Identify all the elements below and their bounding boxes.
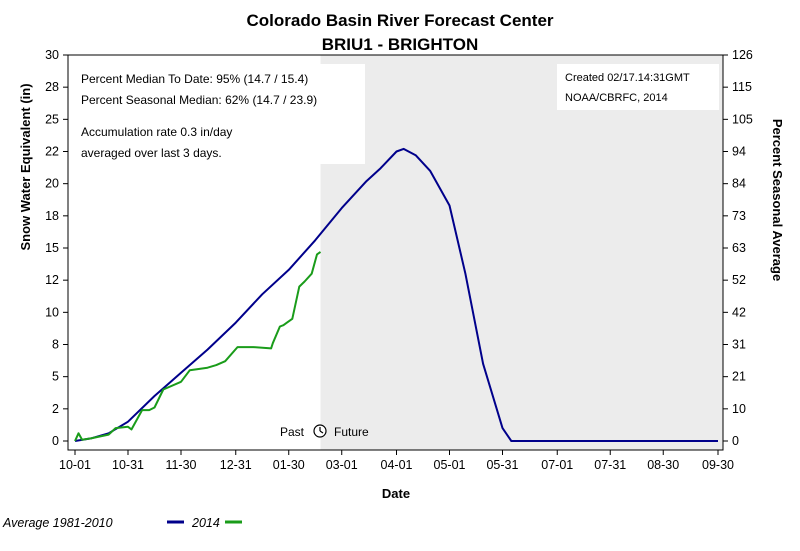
y-tick-label: 5 xyxy=(52,370,59,384)
past-label: Past xyxy=(280,425,305,439)
y-tick-label: 30 xyxy=(45,48,59,62)
median-to-date-text: Percent Median To Date: 95% (14.7 / 15.4… xyxy=(81,72,308,86)
y-tick-label: 18 xyxy=(45,209,59,223)
chart-title: Colorado Basin River Forecast Center xyxy=(246,11,553,30)
series-line-average xyxy=(74,147,718,442)
seasonal-median-text: Percent Seasonal Median: 62% (14.7 / 23.… xyxy=(81,93,317,107)
y-tick-label: 8 xyxy=(52,338,59,352)
y-right-tick-label: 42 xyxy=(732,305,746,319)
legend-label-average: Average 1981-2010 xyxy=(2,516,113,530)
created-timestamp: Created 02/17.14:31GMT xyxy=(565,72,690,84)
x-tick-label: 10-01 xyxy=(59,458,91,472)
x-tick-label: 07-01 xyxy=(541,458,573,472)
y-tick-label: 20 xyxy=(45,177,59,191)
info-box-left xyxy=(73,64,365,164)
y-tick-label: 12 xyxy=(45,273,59,287)
y-right-tick-label: 10 xyxy=(732,402,746,416)
y-right-tick-label: 115 xyxy=(732,80,752,94)
accumulation-period-text: averaged over last 3 days. xyxy=(81,146,222,160)
x-tick-label: 05-31 xyxy=(486,458,518,472)
y-right-tick-label: 94 xyxy=(732,145,746,159)
x-tick-label: 07-31 xyxy=(594,458,626,472)
info-box-right xyxy=(557,64,719,110)
x-tick-label: 03-01 xyxy=(326,458,358,472)
source-credit: NOAA/CBRFC, 2014 xyxy=(565,92,668,104)
y-right-tick-label: 73 xyxy=(732,209,746,223)
x-tick-label: 01-30 xyxy=(273,458,305,472)
y-axis-right-title: Percent Seasonal Average xyxy=(770,119,785,281)
y-tick-label: 2 xyxy=(52,402,59,416)
x-tick-label: 09-30 xyxy=(702,458,734,472)
y-tick-label: 28 xyxy=(45,80,59,94)
y-right-tick-label: 84 xyxy=(732,177,746,191)
y-tick-label: 22 xyxy=(45,145,59,159)
accumulation-rate-text: Accumulation rate 0.3 in/day xyxy=(81,125,232,139)
y-right-tick-label: 63 xyxy=(732,241,746,255)
y-axis-title: Snow Water Equivalent (in) xyxy=(18,83,33,250)
x-tick-label: 11-30 xyxy=(165,458,196,472)
y-right-tick-label: 105 xyxy=(732,112,753,126)
y-right-tick-label: 52 xyxy=(732,273,746,287)
series-line-2014 xyxy=(74,251,322,442)
future-region xyxy=(320,55,723,450)
y-right-tick-label: 0 xyxy=(732,434,739,448)
y-right-tick-label: 31 xyxy=(732,338,746,352)
clock-icon xyxy=(313,424,327,438)
y-tick-label: 25 xyxy=(45,112,59,126)
x-tick-label: 10-31 xyxy=(112,458,144,472)
y-tick-label: 10 xyxy=(45,305,59,319)
y-right-tick-label: 126 xyxy=(732,48,753,62)
x-tick-label: 05-01 xyxy=(434,458,466,472)
legend-label-2014: 2014 xyxy=(191,516,220,530)
x-tick-label: 12-31 xyxy=(220,458,252,472)
legend: Average 1981-2010 2014 xyxy=(2,516,242,530)
y-right-tick-label: 21 xyxy=(732,370,746,384)
y-tick-label: 15 xyxy=(45,241,59,255)
y-tick-label: 0 xyxy=(52,434,59,448)
x-axis-title: Date xyxy=(382,486,410,501)
chart-subtitle: BRIU1 - BRIGHTON xyxy=(322,35,478,54)
x-tick-label: 08-30 xyxy=(647,458,679,472)
plot-frame xyxy=(67,54,724,451)
future-label: Future xyxy=(334,425,369,439)
x-tick-label: 04-01 xyxy=(381,458,413,472)
